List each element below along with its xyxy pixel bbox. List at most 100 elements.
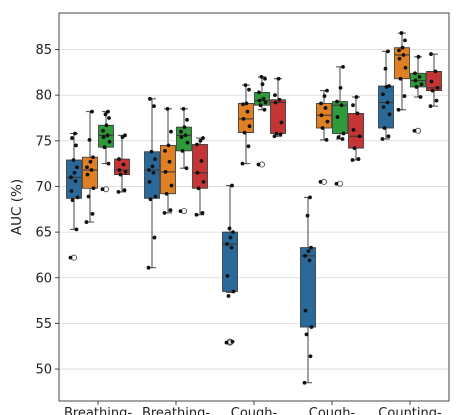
box-iqr [144,151,160,199]
data-point [226,294,231,298]
data-point [195,170,200,175]
data-point [195,142,199,147]
data-point [71,158,76,162]
data-point [73,179,78,183]
data-point [387,84,391,88]
box-iqr [270,99,286,134]
data-point [429,52,433,56]
data-point [89,168,94,172]
data-point [419,82,424,87]
data-point [185,117,189,122]
data-point [101,135,106,140]
data-point [273,93,277,98]
data-point [381,105,386,109]
data-point [241,117,246,121]
data-point [324,137,329,142]
box-group [316,88,332,185]
data-point [198,138,203,143]
y-tick-label: 50 [35,363,52,378]
x-tick-label-line: Cough- [231,406,278,415]
x-tick-label-line: Breathing- [142,406,210,415]
data-point [318,179,323,184]
data-point [356,157,361,161]
box-iqr [332,101,348,134]
data-point [309,325,314,329]
box-group [378,49,394,141]
data-point [185,140,190,145]
data-point [430,88,435,93]
box-group [222,183,238,346]
data-point [75,195,80,200]
data-point [350,158,355,162]
data-point [68,255,73,260]
box-group [176,106,192,215]
box-group [300,195,316,385]
data-point [305,213,310,218]
data-point [335,115,340,119]
data-point [380,137,385,141]
data-point [85,165,89,170]
data-point [179,135,184,140]
data-point [147,179,152,184]
x-tick-label-line: Cough- [309,406,356,415]
data-point [85,172,90,177]
data-point [355,111,360,116]
data-point [122,188,127,193]
data-point [164,191,169,196]
data-point [398,76,403,81]
x-tick-label: Breathing-shallow [142,406,210,415]
x-tick-label-line: Breathing- [64,406,132,415]
data-point [303,253,307,258]
data-point [163,169,168,174]
data-point [341,64,345,69]
data-point [200,211,205,215]
data-point [320,126,325,130]
data-point [274,131,279,136]
gridlines [59,49,449,370]
data-point [224,340,229,345]
data-point [257,90,261,95]
data-point [90,211,95,216]
box-group [192,136,208,217]
box-iqr [176,126,192,152]
box-group [254,75,270,168]
data-point [231,289,236,294]
data-point [163,148,167,153]
data-point [169,183,174,188]
data-point [414,85,419,89]
data-point [167,159,172,164]
data-point [225,274,230,278]
data-point [88,159,93,164]
data-point [104,123,109,128]
x-tick-label: Breathing-deep [64,406,132,415]
data-point [386,134,391,139]
x-tick-label: Cough-heavy [231,406,278,415]
data-point [435,85,440,90]
data-point [303,308,308,313]
data-point [336,135,341,140]
data-point [100,187,105,192]
data-point [147,168,151,172]
y-tick-label: 80 [35,89,52,104]
data-point [150,164,155,169]
data-point [105,133,110,138]
data-point [230,339,235,344]
data-point [117,168,122,172]
data-point [169,129,173,134]
boxes [66,31,442,385]
data-point [91,186,96,191]
data-point [304,332,309,337]
data-point [412,128,417,133]
data-point [107,116,111,120]
data-point [278,132,283,137]
box-group [394,31,410,112]
y-tick-label: 70 [35,180,52,195]
data-point [433,69,438,74]
data-point [385,100,390,105]
y-axis-label: AUC (%) [9,179,25,235]
data-point [117,157,121,161]
data-point [386,49,390,54]
data-point [261,96,266,101]
box-iqr [66,159,82,199]
data-point [259,75,264,79]
